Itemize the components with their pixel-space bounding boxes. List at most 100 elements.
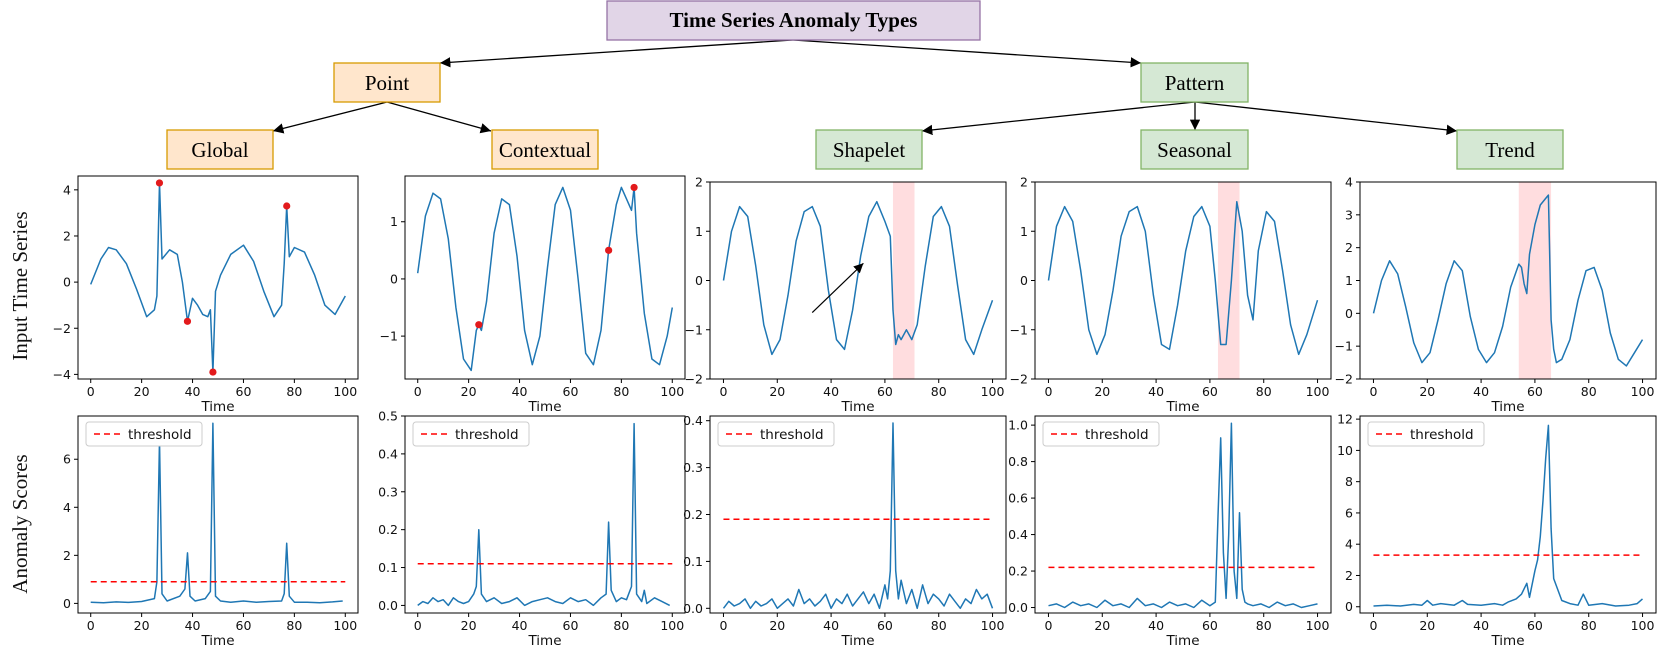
- legend: threshold: [1367, 421, 1485, 447]
- x-axis-label: Time: [840, 633, 874, 649]
- x-tick-label: 60: [563, 618, 579, 633]
- x-tick-label: 40: [823, 618, 839, 633]
- x-tick-label: 100: [660, 384, 684, 399]
- y-tick-label: 0.8: [1008, 454, 1028, 469]
- y-tick-label: 4: [1345, 537, 1353, 552]
- pattern-label: Pattern: [1165, 71, 1225, 95]
- legend-box: [717, 421, 835, 447]
- x-tick-label: 0: [1369, 618, 1377, 633]
- x-axis-label: Time: [1490, 633, 1524, 649]
- x-tick-label: 100: [981, 618, 1005, 633]
- x-tick-label: 0: [719, 618, 727, 633]
- point-node: Point: [333, 62, 441, 103]
- x-tick-label: 40: [1473, 618, 1489, 633]
- x-tick-label: 40: [1148, 618, 1164, 633]
- x-tick-label: 0: [719, 384, 727, 399]
- x-tick-label: 20: [1419, 384, 1435, 399]
- x-tick-label: 20: [1094, 618, 1110, 633]
- x-tick-label: 40: [185, 384, 201, 399]
- x-tick-label: 80: [286, 384, 302, 399]
- y-tick-label: −2: [53, 321, 71, 336]
- axes-frame: [77, 175, 359, 380]
- y-tick-label: 0.3: [683, 460, 703, 475]
- seasonal-input-chart: 0 20 40 60 80 100 −2 −1 0 1 2 Time: [1010, 175, 1332, 415]
- x-tick-label: 40: [1148, 384, 1164, 399]
- x-tick-label: 60: [877, 618, 893, 633]
- anomaly-marker: [183, 317, 192, 325]
- x-tick-label: 60: [236, 384, 252, 399]
- anomaly-marker: [209, 368, 217, 376]
- x-tick-label: 20: [1419, 618, 1435, 633]
- contextual-input-chart: 0 20 40 60 80 100 −1 0 1 Time: [380, 175, 686, 415]
- y-tick-label: 0.4: [683, 413, 703, 428]
- x-tick-label: 80: [1581, 384, 1597, 399]
- anomaly-band: [892, 182, 915, 379]
- axes-frame: [1359, 181, 1657, 380]
- series-line: [722, 200, 994, 356]
- y-tick-label: 0.5: [378, 409, 398, 424]
- axes-frame: [77, 415, 359, 614]
- y-tick-label: 0: [695, 273, 703, 288]
- y-tick-label: −2: [685, 372, 703, 387]
- y-tick-label: 1: [1020, 224, 1028, 239]
- series-line: [417, 422, 671, 607]
- y-tick-label: 0.2: [378, 522, 398, 537]
- x-tick-label: 100: [333, 618, 357, 633]
- y-tick-label: 12: [1337, 412, 1353, 427]
- x-tick-label: 20: [461, 618, 477, 633]
- x-tick-label: 40: [823, 384, 839, 399]
- series-line: [1373, 424, 1643, 607]
- contextual-label: Contextual: [499, 138, 591, 162]
- series-line: [1047, 200, 1319, 356]
- y-tick-label: 0.0: [378, 598, 398, 613]
- global-input-chart: 0 20 40 60 80 100 −4 −2 0 2 4 Time: [53, 175, 359, 415]
- edge-pattern-trend: [1194, 101, 1458, 136]
- shapelet-score-chart: 0 20 40 60 80 100 0.0 0.1 0.2 0.3 0.4 Time threshold: [683, 413, 1007, 649]
- x-axis-label: Time: [840, 399, 874, 415]
- edge-point-global: [272, 101, 388, 134]
- x-tick-label: 60: [1202, 384, 1218, 399]
- series-line: [90, 182, 346, 373]
- x-tick-label: 100: [1631, 618, 1655, 633]
- y-tick-label: 1: [390, 214, 398, 229]
- y-tick-label: 2: [695, 175, 703, 190]
- x-tick-label: 20: [769, 618, 785, 633]
- y-tick-label: 0.4: [378, 446, 398, 461]
- y-tick-label: 2: [1345, 240, 1353, 255]
- axes-frame: [404, 415, 686, 614]
- edge-pattern-shapelet: [921, 101, 1196, 136]
- x-tick-label: 0: [87, 384, 95, 399]
- y-tick-label: 1.0: [1008, 418, 1028, 433]
- x-tick-label: 80: [613, 618, 629, 633]
- x-tick-label: 60: [563, 384, 579, 399]
- x-tick-label: 40: [185, 618, 201, 633]
- x-tick-label: 100: [1306, 618, 1330, 633]
- global-label: Global: [191, 138, 248, 162]
- y-tick-label: −1: [1335, 339, 1353, 354]
- legend-box: [85, 421, 203, 447]
- y-tick-label: −1: [1010, 322, 1028, 337]
- legend-box: [1042, 421, 1160, 447]
- y-tick-label: 0.3: [378, 484, 398, 499]
- y-tick-label: 0: [1345, 599, 1353, 614]
- y-tick-label: 0: [1345, 306, 1353, 321]
- y-tick-label: 0.0: [1008, 600, 1028, 615]
- x-tick-label: 0: [1369, 384, 1377, 399]
- x-tick-label: 80: [1256, 618, 1272, 633]
- y-tick-label: −2: [1010, 372, 1028, 387]
- y-tick-label: 4: [63, 500, 71, 515]
- legend: threshold: [717, 421, 835, 447]
- legend-label: threshold: [760, 427, 824, 443]
- x-tick-label: 0: [87, 618, 95, 633]
- y-tick-label: 2: [1020, 175, 1028, 190]
- anomaly-marker: [283, 202, 291, 210]
- x-axis-label: Time: [1490, 399, 1524, 415]
- legend: threshold: [1042, 421, 1160, 447]
- pattern-node: Pattern: [1140, 62, 1249, 103]
- y-tick-label: 1: [1345, 273, 1353, 288]
- legend-label: threshold: [455, 427, 519, 443]
- seasonal-node: Seasonal: [1140, 129, 1249, 170]
- tree-connectors: [272, 39, 1458, 136]
- y-tick-label: 10: [1337, 443, 1353, 458]
